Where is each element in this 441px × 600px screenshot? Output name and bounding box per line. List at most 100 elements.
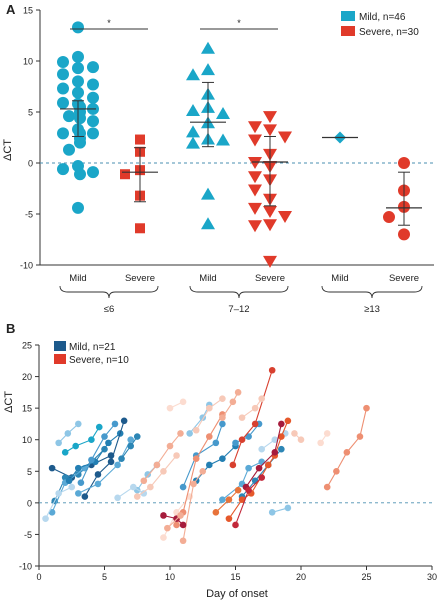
panel-a-point — [248, 171, 262, 184]
panel-b-series-line — [64, 426, 100, 453]
panel-b-point — [278, 433, 285, 440]
panel-a-point — [57, 68, 69, 81]
panel-b-point — [81, 493, 89, 500]
panel-b-point — [65, 477, 73, 485]
panel-b-series-line — [143, 433, 181, 482]
panel-a-point — [74, 136, 86, 149]
panel-b-series-39 — [164, 512, 184, 532]
panel-b-point — [94, 471, 102, 478]
panel-b-point — [179, 398, 187, 406]
panel-b-point — [166, 442, 174, 450]
panel-a-point — [120, 169, 130, 180]
panel-b-point — [192, 455, 200, 462]
panel-b-point — [343, 449, 351, 456]
panel-a-point — [63, 110, 75, 123]
panel-b-point — [245, 464, 252, 472]
panel-b-legend: Mild, n=21 Severe, n=10 — [54, 341, 129, 366]
panel-b-point — [160, 512, 167, 519]
panel-b-point — [219, 414, 226, 421]
panel-b-point — [173, 452, 180, 459]
panel-a-point — [72, 86, 84, 99]
panel-b-point — [48, 509, 56, 516]
panel-b-point — [114, 461, 121, 469]
panel-b-x-tick-label: 25 — [361, 572, 371, 582]
panel-b-series-20 — [268, 504, 292, 516]
panel-b-series-9 — [75, 436, 134, 497]
panel-b-point — [140, 477, 148, 485]
panel-b-series-line — [78, 439, 132, 494]
panel-a-y-tick-label: -5 — [25, 210, 33, 220]
panel-b-point — [147, 483, 154, 491]
panel-b-x-tick-label: 0 — [36, 572, 41, 582]
panel-a-point — [201, 41, 215, 54]
panel-b-point — [72, 442, 79, 450]
panel-b-point — [42, 515, 49, 522]
panel-b-point — [284, 417, 292, 425]
panel-b-point — [75, 471, 82, 478]
panel-a-y-tick-label: -10 — [20, 261, 33, 271]
panel-b-series-26 — [192, 395, 226, 434]
panel-b-series-33 — [219, 389, 242, 421]
panel-a-point — [186, 136, 200, 149]
panel-b-point — [88, 436, 95, 444]
panel-b-point — [323, 430, 331, 437]
panel-b-series-line — [176, 414, 223, 526]
panel-b-point — [153, 461, 161, 469]
panel-b-y-tick-label: 10 — [22, 435, 32, 445]
panel-b-point — [120, 417, 128, 425]
panel-a-group-brace — [59, 285, 159, 299]
panel-b-series-7 — [81, 417, 128, 500]
panel-b-x-axis-label: Day of onset — [206, 588, 268, 600]
panel-b-y-tick-label: 0 — [27, 498, 32, 508]
panel-a-x-tick-label: Severe — [389, 273, 419, 284]
panel-b-x-tick-label: 20 — [296, 572, 306, 582]
panel-a-point — [201, 217, 215, 230]
panel-b-series-16 — [238, 445, 285, 500]
panel-b-series-line — [221, 392, 239, 418]
panel-a-group-label: ≥13 — [364, 304, 380, 315]
panel-b-series-line — [245, 423, 282, 488]
panel-b-point — [127, 436, 134, 444]
panel-a-point — [398, 157, 410, 169]
panel-a-point — [87, 91, 99, 104]
panel-a-point — [248, 134, 262, 147]
panel-a-point — [135, 134, 145, 145]
panel-b-point — [278, 420, 285, 428]
panel-a-series-2 — [186, 41, 230, 230]
panel-a-point — [87, 78, 99, 91]
panel-b-point — [271, 436, 279, 444]
panel-a-series-5 — [383, 157, 422, 241]
panel-a-point — [248, 121, 262, 134]
panel-b-point — [68, 483, 76, 491]
panel-a-point — [87, 115, 99, 128]
panel-b-point — [206, 404, 213, 412]
panel-b-series-12 — [179, 420, 226, 491]
panel-b-series-37 — [291, 430, 305, 444]
panel-b-point — [95, 423, 103, 431]
panel-a-point — [57, 96, 69, 109]
panel-b-point — [164, 524, 171, 532]
panel-b-point — [133, 433, 141, 440]
panel-a-legend-swatch — [341, 11, 355, 21]
panel-b-point — [199, 467, 207, 475]
panel-b-marks — [42, 366, 370, 545]
panel-b-point — [317, 439, 324, 447]
panel-b-point — [179, 521, 187, 529]
panel-b-point — [75, 464, 82, 472]
panel-a-y-tick-label: 5 — [28, 108, 33, 118]
panel-b: B ΔCT Day of onset -10 -5 0 5 10 15 20 25 0 5 10 15… — [3, 321, 437, 600]
panel-b-series-4 — [55, 420, 82, 447]
panel-b-point — [206, 461, 213, 469]
panel-b-point — [212, 509, 220, 516]
panel-a-significance-label: * — [107, 18, 111, 28]
panel-a-y-tick-label: 0 — [28, 159, 33, 169]
panel-b-point — [225, 496, 233, 504]
panel-a-point — [72, 21, 84, 34]
panel-a-legend: Mild, n=46 Severe, n=30 — [341, 11, 419, 38]
panel-a-point — [74, 168, 86, 181]
panel-b-point — [61, 449, 69, 456]
panel-a-point — [135, 223, 145, 234]
panel-b-y-axis-label: ΔCT — [3, 391, 15, 413]
panel-b-series-line — [136, 455, 177, 497]
panel-a-point — [87, 166, 99, 179]
